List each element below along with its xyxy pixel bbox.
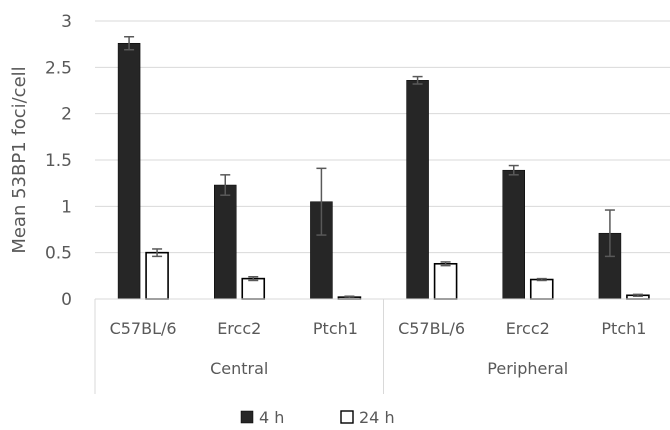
y-tick-label: 1.5 — [45, 151, 72, 171]
bars — [117, 42, 650, 300]
bar-4h — [502, 169, 525, 300]
bar-24h — [433, 262, 458, 300]
legend-swatch-4h — [240, 410, 254, 424]
x-category-label: Ercc2 — [217, 319, 261, 338]
x-category-label: Ercc2 — [506, 319, 550, 338]
y-tick-label: 2 — [61, 105, 72, 125]
bar-24h — [145, 251, 169, 300]
legend-label: 24 h — [359, 408, 395, 427]
y-tick-label: 2.5 — [45, 58, 72, 78]
legend-label: 4 h — [259, 408, 284, 427]
x-category-label: C57BL/6 — [110, 319, 177, 338]
x-group-label: Central — [210, 359, 268, 378]
x-category-label: Ptch1 — [601, 319, 646, 338]
y-axis-ticks: 0 0.5 1 1.5 2 2.5 3 — [45, 12, 72, 310]
bar-24h — [241, 277, 266, 300]
bar-4h — [214, 184, 237, 300]
legend-swatch-24h — [340, 410, 354, 424]
y-tick-label: 3 — [61, 12, 72, 32]
x-category-label: Ptch1 — [313, 319, 358, 338]
y-tick-label: 0.5 — [45, 244, 72, 264]
gridlines — [95, 20, 670, 254]
legend: 4 h 24 h — [240, 408, 395, 427]
x-axis: C57BL/6 Ercc2 Ptch1 C57BL/6 Ercc2 Ptch1 Centra… — [94, 298, 670, 394]
x-group-label: Peripheral — [487, 359, 568, 378]
y-tick-label: 0 — [61, 290, 72, 310]
bar-4h — [406, 80, 429, 300]
bar-24h — [529, 278, 554, 300]
y-tick-label: 1 — [61, 197, 72, 217]
bar-4h — [117, 42, 141, 300]
x-category-label: C57BL/6 — [398, 319, 465, 338]
error-bars — [124, 36, 643, 299]
y-axis-title: Mean 53BP1 foci/cell — [9, 66, 30, 253]
